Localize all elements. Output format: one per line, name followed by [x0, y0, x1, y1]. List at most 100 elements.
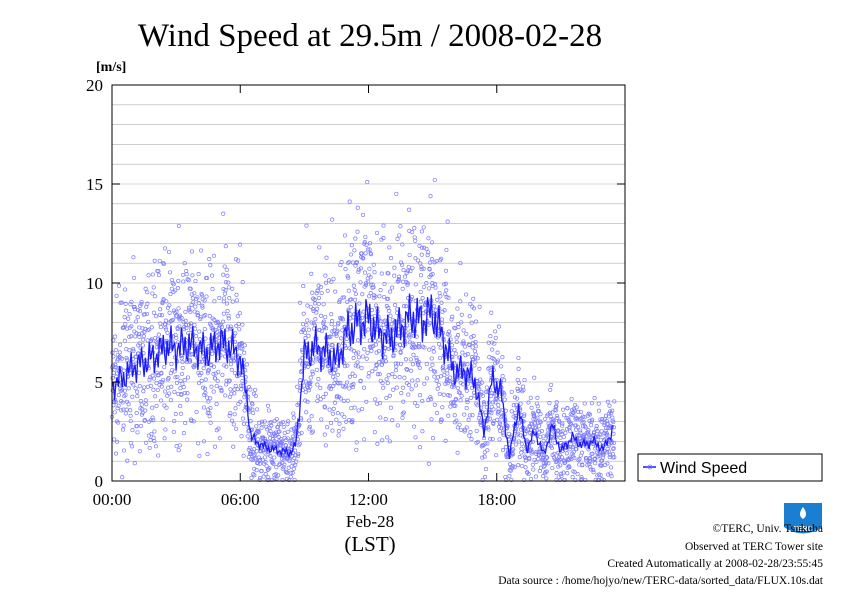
data-point — [406, 392, 411, 397]
data-point — [348, 312, 353, 317]
data-point — [439, 256, 444, 261]
data-point — [567, 465, 572, 470]
data-point — [441, 364, 446, 369]
data-point — [537, 468, 542, 474]
data-point — [337, 298, 342, 303]
data-point — [189, 417, 194, 422]
data-point — [137, 370, 142, 375]
data-point — [388, 405, 393, 410]
data-point — [583, 477, 588, 483]
data-point — [410, 265, 415, 270]
data-point — [350, 420, 355, 425]
data-point — [351, 382, 356, 387]
data-point — [417, 345, 422, 350]
data-point — [332, 400, 338, 405]
data-point — [246, 455, 251, 460]
data-point — [397, 375, 402, 380]
data-point — [205, 452, 210, 457]
data-point — [572, 470, 577, 475]
data-point — [113, 334, 118, 339]
data-point — [335, 372, 340, 377]
data-point — [455, 333, 461, 338]
data-point — [442, 308, 447, 313]
data-point — [483, 441, 488, 446]
data-point — [362, 437, 367, 442]
data-point — [352, 373, 357, 379]
data-point — [228, 387, 233, 392]
data-point — [605, 399, 610, 404]
data-point — [135, 430, 140, 435]
data-point — [179, 356, 184, 361]
data-point — [262, 455, 267, 460]
data-point — [144, 304, 149, 309]
data-point — [496, 403, 501, 408]
data-point — [116, 393, 121, 398]
data-point — [206, 368, 211, 373]
data-point — [383, 318, 388, 323]
data-point — [249, 475, 254, 480]
data-point — [548, 414, 553, 419]
data-point — [413, 435, 418, 440]
data-point — [484, 467, 489, 472]
data-point — [538, 412, 543, 417]
data-point — [591, 470, 596, 475]
data-point — [127, 348, 132, 353]
terc-logo-text: TERC — [793, 526, 812, 533]
data-point — [194, 409, 199, 414]
data-point — [285, 422, 290, 427]
data-point — [185, 391, 190, 396]
data-point — [473, 344, 478, 349]
data-point — [399, 346, 404, 351]
data-point — [372, 430, 377, 435]
data-point — [261, 436, 266, 441]
data-point — [405, 281, 410, 286]
x-axis-ticks: 00:00 06:00 12:00 18:00 — [93, 85, 516, 509]
data-point — [333, 364, 339, 369]
data-point — [427, 347, 432, 352]
data-point — [169, 362, 174, 367]
data-point — [598, 437, 603, 442]
data-point — [560, 423, 565, 428]
data-point — [436, 382, 441, 387]
data-point — [415, 378, 420, 383]
data-point — [605, 432, 610, 438]
data-point — [160, 380, 165, 385]
data-point — [497, 437, 502, 442]
data-point — [208, 420, 213, 425]
data-point — [454, 339, 459, 345]
data-point — [464, 292, 469, 297]
data-point — [324, 326, 329, 331]
data-point — [208, 405, 213, 411]
data-point — [208, 263, 213, 268]
data-point — [122, 388, 127, 393]
data-point — [307, 424, 312, 429]
data-point — [143, 398, 148, 403]
data-point — [193, 278, 198, 284]
data-point — [407, 252, 412, 258]
data-point — [268, 429, 273, 434]
data-point — [279, 437, 284, 442]
data-point — [216, 369, 221, 374]
data-point — [233, 331, 238, 336]
data-point — [473, 360, 478, 365]
data-point — [440, 320, 445, 326]
data-point — [305, 303, 310, 308]
data-point — [138, 303, 143, 308]
data-point — [589, 419, 594, 424]
data-point — [144, 311, 150, 316]
data-point — [560, 421, 565, 426]
data-point — [201, 405, 207, 410]
data-point — [210, 351, 215, 356]
data-point — [330, 217, 335, 222]
data-point — [520, 463, 525, 469]
data-point — [513, 442, 518, 447]
data-point — [251, 472, 256, 477]
data-point — [483, 410, 488, 415]
data-point — [596, 408, 602, 413]
data-point — [475, 439, 480, 444]
data-point — [482, 454, 487, 459]
legend-point-swatch — [647, 464, 653, 470]
data-point — [351, 356, 356, 361]
data-point — [477, 366, 482, 371]
data-point — [563, 430, 568, 435]
